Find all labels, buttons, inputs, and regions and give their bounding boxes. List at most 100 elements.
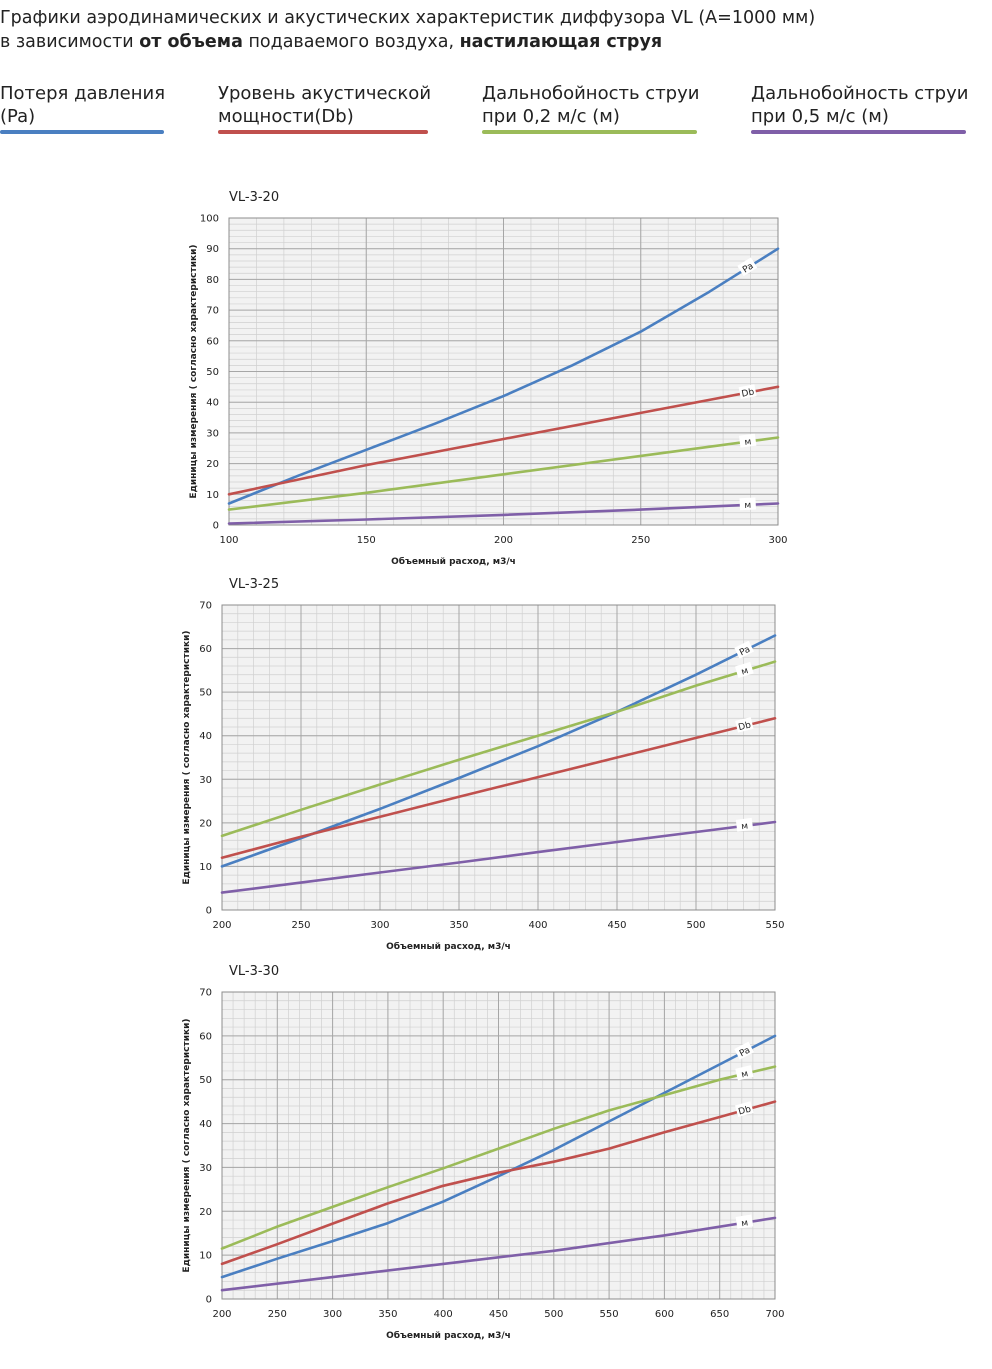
series-label-background: [738, 384, 757, 400]
x-tick-label: 300: [323, 1309, 342, 1320]
plot-area: [222, 605, 775, 910]
x-tick-label: 300: [370, 920, 389, 931]
y-tick-label: 50: [199, 1075, 212, 1086]
y-tick-label: 0: [213, 521, 219, 532]
x-tick-label: 200: [494, 535, 513, 546]
series-label-db: Db: [735, 1101, 754, 1118]
series-label-m02: м: [735, 1065, 754, 1081]
series-label-pa: Pa: [734, 1041, 755, 1060]
plot-border: [221, 604, 776, 911]
y-tick-label: 50: [206, 367, 219, 378]
series-label-background: [737, 257, 758, 277]
header-line-1: Графики аэродинамических и акустических …: [0, 8, 816, 28]
chart-title: VL-3-20: [229, 190, 280, 205]
series-label-db: Db: [735, 717, 754, 733]
series-label-background: [734, 661, 754, 679]
x-tick-label: 550: [600, 1309, 619, 1320]
chart-title: VL-3-30: [229, 964, 280, 979]
series-line-m05: [220, 1216, 777, 1292]
y-tick-label: 60: [206, 336, 219, 347]
legend-item-pressure: Потеря давления (Pa): [0, 82, 165, 128]
series-label-background: [735, 1214, 754, 1229]
series-label-text: м: [740, 1069, 749, 1080]
series-line-db: [227, 385, 780, 496]
y-tick-label: 40: [206, 398, 219, 409]
series-label-text: Db: [741, 387, 756, 399]
series-line-pa: [227, 247, 780, 505]
series-label-background: [735, 1101, 754, 1118]
y-tick-label: 50: [199, 688, 212, 699]
series-label-background: [734, 640, 754, 659]
y-tick-label: 90: [206, 244, 219, 255]
x-tick-label: 250: [291, 920, 310, 931]
series-label-background: [734, 1041, 755, 1060]
series-label-text: Pa: [738, 645, 752, 659]
legend-line-throw-05: [751, 130, 966, 134]
legend-label-acoustic: Уровень акустической мощности(Db): [218, 83, 432, 127]
series-label-pa: Pa: [737, 257, 758, 277]
series-label-text: м: [741, 1218, 749, 1229]
chart-svg-vl-3-20: 100 150 200 250 300 0 10 20 30 40 50 60 70 80 90 100 Объ…: [189, 214, 788, 568]
plot-border: [221, 991, 776, 1300]
x-tick-label: 550: [765, 920, 784, 931]
x-axis-label: Объемный расход, м3/ч: [391, 556, 516, 567]
x-axis-label: Объемный расход, м3/ч: [386, 1330, 511, 1341]
major-gridlines: [228, 217, 779, 526]
series-label-text: м: [741, 821, 749, 832]
legend-label-throw-05: Дальнобойность струи при 0,5 м/с (м): [751, 83, 969, 127]
x-tick-label: 200: [212, 1309, 231, 1320]
y-axis-label: Единицы измерения ( согласно характерист…: [182, 630, 192, 884]
x-tick-label: 400: [434, 1309, 453, 1320]
legend-item-throw-02: Дальнобойность струи при 0,2 м/с (м): [482, 82, 699, 128]
x-tick-label: 100: [219, 535, 238, 546]
series-line-db: [220, 1100, 777, 1266]
y-tick-label: 30: [206, 428, 219, 439]
y-tick-label: 10: [199, 862, 212, 873]
y-tick-label: 0: [206, 1295, 212, 1306]
series-label-text: м: [740, 666, 749, 678]
chart-vl-3-20: VL-3-20 100 150 200 250 300 0 10 20 30 40 50 60 70 80…: [0, 188, 992, 568]
series-label-background: [738, 433, 757, 448]
chart-title: VL-3-25: [229, 577, 280, 592]
series-line-m05: [227, 502, 780, 525]
chart-vl-3-25: VL-3-25 200 250 300 350 400 450 500 550 0 10 20 30 4…: [0, 575, 992, 955]
y-tick-label: 80: [206, 275, 219, 286]
series-label-m05: м: [735, 817, 754, 832]
y-tick-label: 20: [199, 818, 212, 829]
series-line-m02: [220, 1065, 777, 1250]
series-label-text: м: [744, 501, 751, 511]
x-tick-label: 450: [607, 920, 626, 931]
legend-line-acoustic: [218, 130, 428, 134]
y-tick-label: 70: [199, 988, 212, 999]
y-tick-label: 100: [200, 214, 219, 225]
series-label-m02: м: [738, 433, 757, 448]
chart-svg-vl-3-30: 200 250 300 350 400 450 500 550 600 650 700 0 10 20 30…: [182, 988, 785, 1342]
series-label-background: [735, 817, 754, 832]
page-header: Графики аэродинамических и акустических …: [0, 6, 992, 54]
legend-line-pressure: [0, 130, 164, 134]
y-tick-label: 10: [199, 1251, 212, 1262]
series-line-db: [220, 717, 777, 859]
x-tick-label: 700: [765, 1309, 784, 1320]
y-tick-label: 60: [199, 644, 212, 655]
y-tick-label: 40: [199, 1119, 212, 1130]
x-tick-label: 400: [528, 920, 547, 931]
x-tick-label: 300: [768, 535, 787, 546]
series-label-pa: Pa: [734, 640, 754, 659]
x-tick-label: 150: [357, 535, 376, 546]
header-line-2: в зависимости от объема подаваемого возд…: [0, 30, 992, 54]
series-line-m02: [220, 660, 777, 838]
series-label-background: [735, 1065, 754, 1081]
y-tick-label: 10: [206, 490, 219, 501]
series-line-m05: [220, 820, 777, 894]
x-tick-label: 600: [655, 1309, 674, 1320]
x-tick-label: 650: [710, 1309, 729, 1320]
chart-svg-vl-3-25: 200 250 300 350 400 450 500 550 0 10 20 30 40 50 60 70 О…: [182, 601, 785, 953]
y-tick-label: 70: [199, 601, 212, 612]
y-tick-label: 40: [199, 731, 212, 742]
series-label-text: Db: [737, 720, 752, 733]
y-axis-label: Единицы измерения ( согласно характерист…: [182, 1018, 192, 1272]
series-label-m05: м: [735, 1214, 754, 1229]
legend-line-throw-02: [482, 130, 697, 134]
series-label-text: Pa: [738, 1046, 752, 1060]
